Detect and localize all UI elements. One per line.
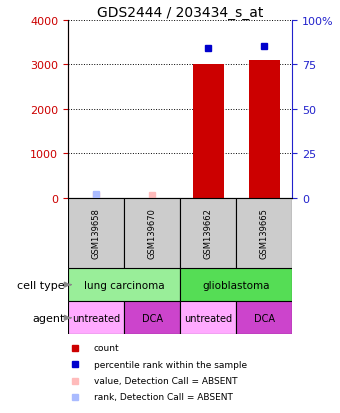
Text: count: count [94,344,119,352]
Text: rank, Detection Call = ABSENT: rank, Detection Call = ABSENT [94,392,233,401]
Bar [249,61,280,198]
Text: GSM139670: GSM139670 [148,208,157,259]
Text: DCA: DCA [142,313,163,323]
Text: glioblastoma: glioblastoma [203,280,270,290]
Bar [180,301,236,335]
Bar [180,198,236,268]
Bar [124,301,180,335]
Bar [68,198,124,268]
Text: value, Detection Call = ABSENT: value, Detection Call = ABSENT [94,376,237,385]
Text: untreated: untreated [184,313,232,323]
Text: untreated: untreated [72,313,120,323]
Text: lung carcinoma: lung carcinoma [84,280,165,290]
Bar [193,65,224,198]
Title: GDS2444 / 203434_s_at: GDS2444 / 203434_s_at [97,6,264,20]
Text: GSM139665: GSM139665 [260,208,269,259]
Bar [124,198,180,268]
Bar [236,198,292,268]
Text: GSM139658: GSM139658 [91,208,101,259]
Text: percentile rank within the sample: percentile rank within the sample [94,360,247,369]
Bar [68,301,124,335]
Text: cell type: cell type [17,280,65,290]
Text: DCA: DCA [254,313,275,323]
Bar [180,268,292,301]
Text: GSM139662: GSM139662 [204,208,213,259]
Text: agent: agent [32,313,65,323]
Bar [236,301,292,335]
Bar [68,268,180,301]
